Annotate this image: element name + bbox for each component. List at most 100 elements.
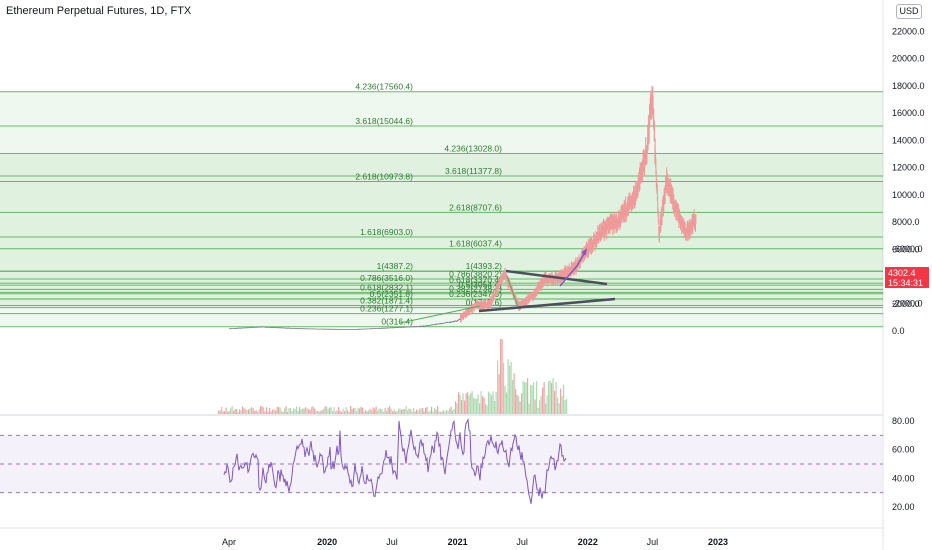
fib-level-label: 4.236(17560.4) [355,82,413,92]
x-axis-tick-label: 2023 [708,537,728,547]
volume-bar [407,410,409,414]
volume-bar [275,410,277,414]
volume-bar [291,411,293,414]
volume-bar [399,408,401,414]
volume-bar [327,409,329,414]
volume-bar [335,411,337,414]
volume-bar [516,394,518,414]
last-price-badge: 4302.4 15:34:31 [885,267,929,288]
volume-bar [441,411,443,414]
volume-bar [482,396,484,414]
volume-bar [500,339,502,414]
volume-bar [303,408,305,414]
fibonacci-retracement: 0(316.4) 0.236(1277.1)0.382(1871.4)0.5(23… [0,82,883,328]
volume-bar [282,411,284,414]
x-axis-tick-label: Jul [647,537,659,547]
trendline-support [478,297,616,313]
volume-bar [435,409,437,414]
fib-zone [0,289,883,294]
volume-bar [374,408,376,414]
volume-bar [440,411,442,414]
volume-bar [356,411,358,414]
volume-bar [518,396,520,414]
volume-bar [491,395,493,414]
volume-bar [530,385,532,414]
volume-bar [479,403,481,414]
fib-zone [0,271,883,284]
fib-level-label: 0.618(2832.1) [360,282,413,292]
volume-bar [302,408,304,414]
volume-bar [227,411,229,414]
fib-zone [0,212,883,249]
chart-title: Ethereum Perpetual Futures, 1D, FTX [6,5,192,17]
volume-bar [321,410,323,414]
volume-bar [519,401,521,414]
fib-zone [0,292,883,299]
volume-bar [243,408,245,414]
volume-bar [311,407,313,414]
fib-zone [0,153,883,176]
volume-bar [537,407,539,414]
fib-zone [0,175,883,213]
volume-bar [401,409,403,414]
volume-bar [377,411,379,414]
fib-zone [0,305,883,314]
volume-bar [287,411,289,414]
volume-bar [503,362,505,414]
volume-bar [270,411,272,414]
volume-bar [324,406,326,414]
volume-bar [381,409,383,414]
volume-bar [417,410,419,414]
y-axis-tick-label: 22000.0 [892,26,925,36]
volume-bar [351,409,353,414]
volume-bar [420,408,422,414]
volume-bar [522,381,524,414]
volume-bar [288,407,290,414]
x-axis-tick-label: Jul [516,537,528,547]
volume-bar [422,408,424,414]
volume-bar [390,408,392,414]
y-axis-tick-label: 18000.0 [892,81,925,91]
fib-zone [0,293,883,300]
volume-bar [366,411,368,414]
volume-bar [350,406,352,414]
volume-bar [509,365,511,414]
volume-bar [368,410,370,414]
volume-bar [300,409,302,414]
volume-bar [249,408,251,414]
trendline-resistance [505,269,608,286]
fib-level-label: 0(316.4) [381,317,413,327]
volume-bar [483,397,485,414]
volume-bar [261,406,263,414]
volume-bar [246,409,248,414]
volume-bar [294,408,296,414]
projection-arrow [559,248,588,287]
volume-bar [458,392,460,414]
volume-bar [527,378,529,414]
volume-bar [267,411,269,414]
currency-button[interactable]: USD [896,4,922,19]
volume-bar [353,407,355,414]
volume-bar [474,398,476,414]
y-axis-tick-label: 16000.0 [892,108,925,118]
fib-zone [0,285,883,290]
volume-bar [363,411,365,414]
volume-bar [444,411,446,414]
volume-bar [365,410,367,414]
volume-bar [224,411,226,414]
volume-bar [447,410,449,414]
volume-bar [495,391,497,414]
countdown: 15:34:31 [888,278,924,288]
volume-bar [426,407,428,414]
volume-bar [248,409,250,414]
volume-bar [293,408,295,414]
volume-bar [338,407,340,414]
volume-bar [552,378,554,414]
fib-zone [0,248,883,272]
volume-bar [419,408,421,414]
rsi-line [223,417,567,504]
x-axis-tick-label: Jul [386,537,398,547]
volume-bar [468,395,470,414]
volume-bar [299,407,301,414]
